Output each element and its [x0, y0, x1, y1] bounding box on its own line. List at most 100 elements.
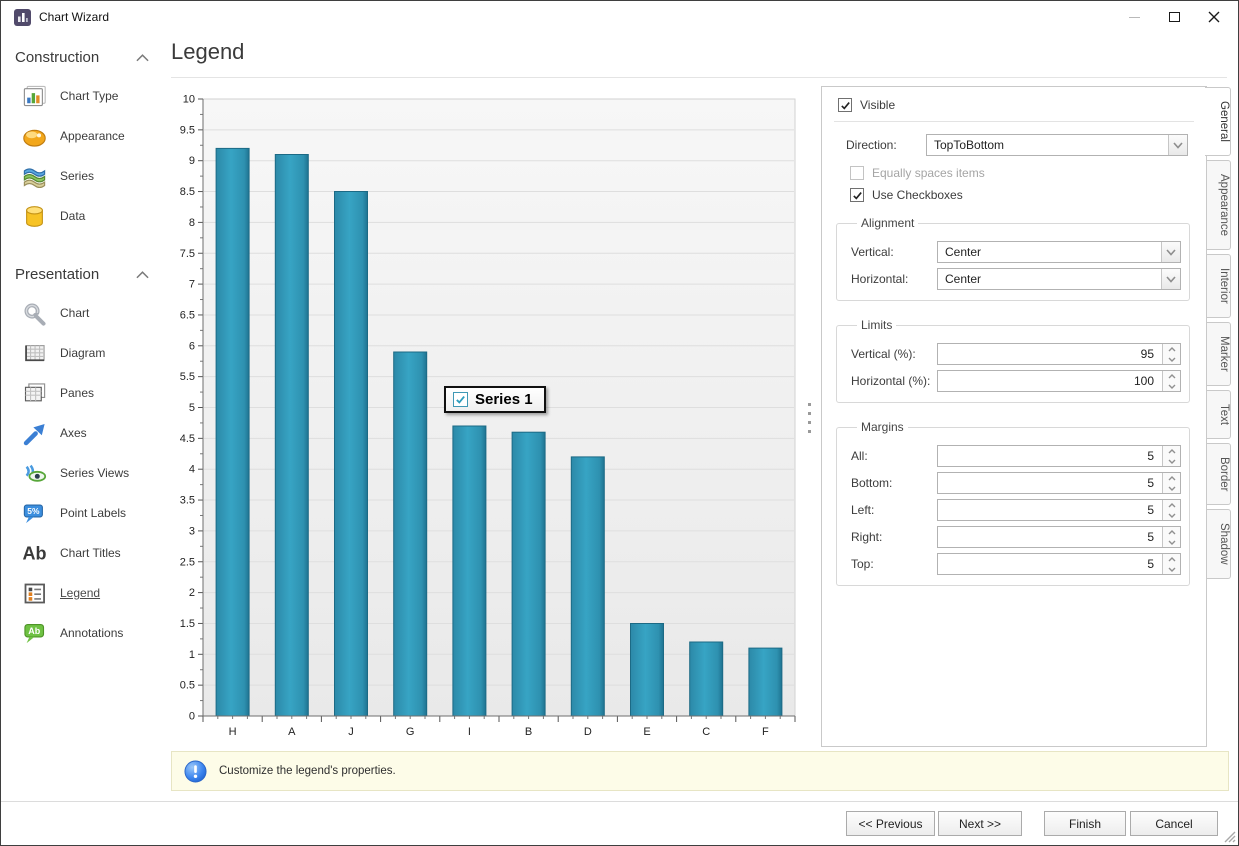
chart-preview: 0 0.5 1 1.5 2 2.5 3 3.5 4 4.5 5 5.5 6 6.5 7 7.5 8 8.5 9 9.5… — [173, 89, 801, 747]
spin-up-button[interactable] — [1163, 554, 1180, 564]
diagram-icon — [25, 344, 45, 361]
limits-vertical-value: 95 — [1140, 347, 1154, 361]
spin-up-button[interactable] — [1163, 344, 1180, 354]
alignment-horizontal-combo[interactable]: Center — [937, 268, 1181, 290]
spin-down-button[interactable] — [1163, 456, 1180, 466]
chevron-down-icon[interactable] — [1168, 135, 1187, 155]
tab-general[interactable]: General — [1205, 87, 1231, 156]
svg-text:H: H — [229, 726, 237, 738]
svg-text:2.5: 2.5 — [180, 556, 195, 568]
sidebar-item-series-views[interactable]: Series Views — [1, 453, 165, 493]
spin-up-button[interactable] — [1163, 371, 1180, 381]
svg-text:0: 0 — [189, 711, 195, 723]
legend-options-panel: Visible Direction: TopToBottom Equally s… — [821, 86, 1207, 747]
tab-text[interactable]: Text — [1207, 389, 1231, 439]
margins-bottom-spin-field[interactable]: 5 — [937, 472, 1181, 494]
sidebar-item-label: Point Labels — [60, 506, 127, 520]
spin-down-button[interactable] — [1163, 564, 1180, 574]
spin-down-button[interactable] — [1163, 483, 1180, 493]
svg-text:7: 7 — [189, 279, 195, 291]
limits-vertical-spin-field[interactable]: 95 — [937, 343, 1181, 365]
bar-chart: 0 0.5 1 1.5 2 2.5 3 3.5 4 4.5 5 5.5 6 6.5 7 7.5 8 8.5 9 9.5… — [180, 94, 796, 738]
direction-combo[interactable]: TopToBottom — [926, 134, 1188, 156]
finish-button[interactable]: Finish — [1044, 811, 1126, 836]
svg-text:5: 5 — [189, 402, 195, 414]
section-label: Construction — [15, 49, 100, 66]
sidebar-item-axes[interactable]: Axes — [1, 413, 165, 453]
title-divider — [171, 77, 1227, 78]
sidebar-item-label: Axes — [60, 426, 87, 440]
sidebar-section-construction[interactable]: Construction — [1, 33, 165, 76]
svg-text:0.5: 0.5 — [180, 680, 195, 692]
svg-text:4: 4 — [189, 464, 195, 476]
limits-vertical-label: Vertical (%): — [851, 347, 916, 361]
margins-left-spin-field[interactable]: 5 — [937, 499, 1181, 521]
tab-border[interactable]: Border — [1207, 442, 1231, 506]
sidebar-item-appearance[interactable]: Appearance — [1, 116, 165, 156]
svg-text:3.5: 3.5 — [180, 495, 195, 507]
tab-marker[interactable]: Marker — [1207, 321, 1231, 386]
status-bar: Customize the legend's properties. — [171, 751, 1229, 791]
sidebar-item-annotations[interactable]: Ab Annotations — [1, 613, 165, 653]
sidebar-item-legend[interactable]: Legend — [1, 573, 165, 613]
sidebar-item-series[interactable]: Series — [1, 156, 165, 196]
margins-group-label: Margins — [861, 420, 904, 434]
svg-text:9.5: 9.5 — [180, 124, 195, 136]
limits-horizontal-spin-field[interactable]: 100 — [937, 370, 1181, 392]
spin-up-button[interactable] — [1163, 500, 1180, 510]
legend-series-label: Series 1 — [475, 391, 533, 408]
footer-divider — [1, 801, 1238, 802]
svg-text:3: 3 — [189, 525, 195, 537]
tab-shadow[interactable]: Shadow — [1207, 509, 1231, 579]
use-checkboxes-checkbox[interactable] — [850, 188, 864, 202]
legend-icon — [24, 583, 45, 603]
use-checkboxes-label: Use Checkboxes — [872, 188, 963, 202]
titlebar[interactable]: Chart Wizard — [1, 1, 1238, 33]
margins-right-spin-field[interactable]: 5 — [937, 526, 1181, 548]
tab-interior[interactable]: Interior — [1207, 253, 1231, 318]
svg-text:6: 6 — [189, 340, 195, 352]
previous-button[interactable]: << Previous — [846, 811, 935, 836]
sidebar-item-panes[interactable]: Panes — [1, 373, 165, 413]
margins-all-value: 5 — [1147, 449, 1154, 463]
next-button[interactable]: Next >> — [938, 811, 1022, 836]
sidebar-section-presentation[interactable]: Presentation — [1, 236, 165, 293]
margins-bottom-value: 5 — [1147, 476, 1154, 490]
maximize-button[interactable] — [1154, 1, 1194, 33]
cancel-button[interactable]: Cancel — [1130, 811, 1218, 836]
spin-down-button[interactable] — [1163, 381, 1180, 391]
sidebar-item-point-labels[interactable]: 5% Point Labels — [1, 493, 165, 533]
alignment-vertical-combo[interactable]: Center — [937, 241, 1181, 263]
sidebar-item-chart[interactable]: Chart — [1, 293, 165, 333]
resize-grip[interactable] — [1222, 829, 1236, 843]
chevron-up-icon — [136, 270, 149, 278]
chevron-down-icon[interactable] — [1161, 242, 1180, 262]
margins-bottom-label: Bottom: — [851, 476, 893, 490]
sidebar-item-label: Annotations — [60, 626, 124, 640]
check-icon — [840, 101, 850, 110]
sidebar-item-data[interactable]: Data — [1, 196, 165, 236]
spin-down-button[interactable] — [1163, 510, 1180, 520]
legend-series-checkbox[interactable] — [453, 392, 468, 407]
sidebar-item-chart-titles[interactable]: Ab Chart Titles — [1, 533, 165, 573]
spin-up-button[interactable] — [1163, 446, 1180, 456]
svg-text:4.5: 4.5 — [180, 433, 195, 445]
margins-top-spin-field[interactable]: 5 — [937, 553, 1181, 575]
spin-down-button[interactable] — [1163, 354, 1180, 364]
status-message: Customize the legend's properties. — [219, 765, 396, 777]
svg-text:I: I — [468, 726, 471, 738]
minimize-button[interactable] — [1114, 1, 1154, 33]
splitter-grip[interactable] — [806, 403, 813, 433]
spin-up-button[interactable] — [1163, 527, 1180, 537]
sidebar-item-diagram[interactable]: Diagram — [1, 333, 165, 373]
sidebar-item-label: Series — [60, 169, 95, 183]
chevron-down-icon[interactable] — [1161, 269, 1180, 289]
spin-down-button[interactable] — [1163, 537, 1180, 547]
visible-checkbox[interactable] — [838, 98, 852, 112]
margins-all-spin-field[interactable]: 5 — [937, 445, 1181, 467]
close-button[interactable] — [1194, 1, 1234, 33]
legend-overlay[interactable]: Series 1 — [444, 386, 546, 413]
spin-up-button[interactable] — [1163, 473, 1180, 483]
tab-appearance[interactable]: Appearance — [1207, 159, 1231, 250]
sidebar-item-chart-type[interactable]: Chart Type — [1, 76, 165, 116]
